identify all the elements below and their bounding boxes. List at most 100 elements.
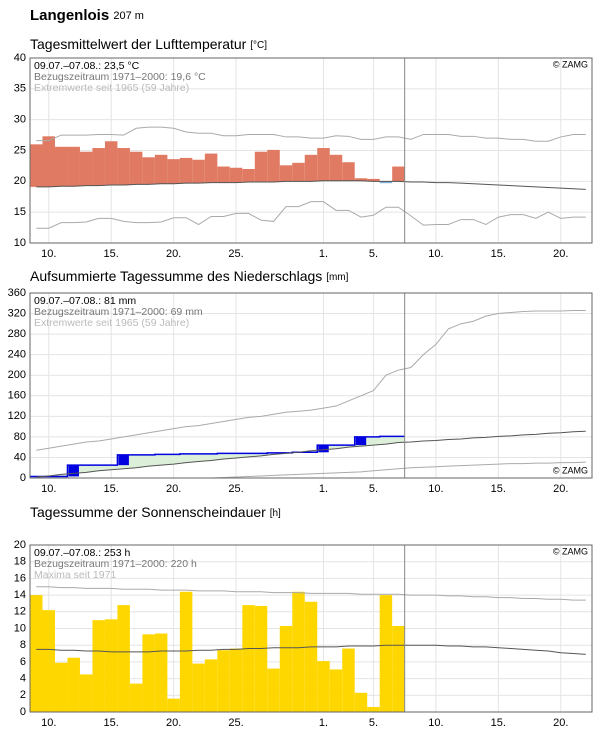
station-name: Langenlois [30,7,109,24]
anomaly-bar [292,162,305,182]
normal-line [36,180,586,190]
y-tick-label: 10 [14,622,26,634]
x-tick-label: 25. [228,483,243,495]
normal-line [36,644,586,655]
annotation: Bezugszeitraum 1971–2000: 220 h [34,558,197,570]
bar [254,605,268,712]
x-tick-label: 5. [369,483,378,495]
y-tick-label: 25 [14,144,26,156]
y-tick-label: 40 [14,451,26,463]
max-line [36,586,586,601]
bar [279,625,293,712]
difference-area [79,465,93,473]
y-tick-label: 0 [20,706,26,718]
cumulative-line [30,435,405,478]
anomaly-bar [217,166,230,183]
bar [67,657,80,712]
anomaly-bar [204,153,218,183]
difference-area [267,452,280,455]
anomaly-bar [367,178,380,182]
difference-area [154,454,168,466]
y-tick-label: 20 [14,175,26,187]
y-tick-label: 360 [8,287,26,299]
anomaly-bar [229,167,243,183]
bar [317,661,330,712]
chart-title-text: Aufsummierte Tagessumme des Niederschlag… [30,268,322,284]
x-tick-label: 5. [369,717,378,729]
bar [192,663,205,712]
anomaly-bar [379,181,393,184]
chart-title: Tagessumme der Sonnenscheindauer [h] [30,504,281,520]
annotation: 09.07.–07.08.: 23,5 °C [34,60,140,72]
anomaly-bar [154,154,168,184]
plot-frame [29,544,593,713]
difference-area [379,436,393,445]
x-tick-label: 1. [319,717,328,729]
bar [129,683,143,712]
y-tick-label: 15 [14,206,26,218]
anomaly-bar [279,165,293,182]
x-tick-label: 20. [553,717,568,729]
y-tick-label: 320 [8,307,26,319]
y-tick-label: 80 [14,431,26,443]
y-tick-label: 10 [14,237,26,249]
normal-line [36,430,586,478]
y-tick-label: 0 [20,472,26,484]
difference-area [142,454,155,467]
x-tick-label: 20. [553,248,568,260]
chart-unit: [h] [270,508,281,519]
x-tick-label: 10. [428,717,443,729]
y-tick-label: 12 [14,606,26,618]
anomaly-bar [179,157,193,184]
bar [167,698,180,712]
x-tick-label: 15. [491,248,506,260]
anomaly-bar [317,148,330,181]
bar [242,605,255,712]
difference-area [192,453,205,462]
anomaly-bar [392,166,405,182]
difference-area [254,453,268,456]
difference-area [242,453,255,457]
max-line [36,126,586,142]
bar [154,633,168,712]
chart-title: Tagesmittelwert der Lufttemperatur [°C] [30,36,267,52]
anomaly-bar [104,141,118,186]
x-tick-label: 1. [319,248,328,260]
anomaly-bar [117,148,130,186]
difference-area [167,454,180,465]
bar [79,674,93,712]
bar [329,669,343,712]
min-line [36,201,586,229]
anomaly-bar [42,136,55,187]
anomaly-bar [54,146,68,187]
x-tick-label: 10. [428,248,443,260]
x-tick-label: 20. [166,717,181,729]
x-tick-label: 15. [104,248,119,260]
increment-bar [68,465,79,477]
bar [217,650,230,712]
chart-unit: [mm] [326,272,348,283]
y-tick-label: 240 [8,349,26,361]
credit: © ZAMG [553,59,588,69]
plot-frame [29,57,593,244]
difference-area [329,445,343,449]
annotation: Extremwerte seit 1965 (59 Jahre) [34,82,189,94]
annotation: Maxima seit 1971 [34,569,116,581]
bar [229,648,243,712]
y-tick-label: 18 [14,556,26,568]
y-tick-label: 35 [14,83,26,95]
chart: Aufsummierte Tagessumme des Niederschlag… [8,268,593,495]
x-tick-label: 10. [41,717,56,729]
difference-area [342,445,355,448]
difference-area [129,454,143,468]
bar [342,648,355,712]
y-tick-label: 14 [14,589,26,601]
y-tick-label: 120 [8,410,26,422]
y-tick-label: 200 [8,369,26,381]
x-tick-label: 20. [553,483,568,495]
difference-area [367,436,380,446]
bar [204,659,218,712]
y-tick-label: 160 [8,390,26,402]
anomaly-bar [192,159,205,184]
difference-area [104,465,118,470]
